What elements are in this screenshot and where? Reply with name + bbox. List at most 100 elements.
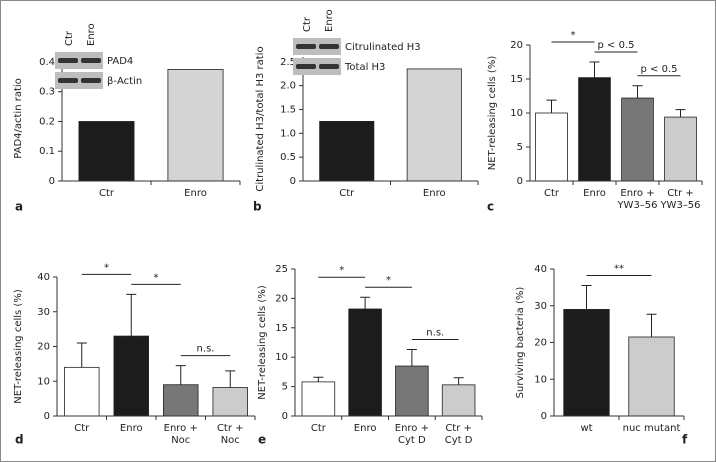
y-axis-label: NET-releasing cells (%) — [487, 56, 498, 171]
x-tick-label-line: Ctr + — [445, 423, 472, 434]
error-bar — [589, 61, 600, 78]
bar — [628, 336, 675, 417]
x-tick-label-line: Enro — [184, 188, 207, 199]
x-tick-label-line: wt — [580, 423, 592, 434]
panel-letter: a — [15, 200, 23, 214]
y-tick-label: 10 — [37, 376, 50, 387]
x-tick-label-line: YW3–56 — [659, 200, 700, 211]
significance-label: p < 0.5 — [598, 40, 635, 51]
bar — [167, 68, 224, 182]
x-tick-label-line: Enro — [423, 188, 446, 199]
x-tick-label-line: Cyt D — [445, 435, 473, 446]
error-bar — [675, 109, 686, 118]
y-tick-label: 5 — [282, 382, 288, 393]
significance-label: * — [386, 275, 391, 286]
error-bar — [360, 296, 371, 309]
x-tick-label: Enro + Noc — [164, 423, 198, 446]
x-tick-label-line: Enro — [120, 423, 143, 434]
bar — [563, 309, 610, 417]
error-bar — [225, 370, 236, 388]
bar — [621, 97, 654, 182]
blot-band-label: β-Actin — [107, 76, 142, 87]
error-bar — [453, 377, 464, 385]
x-tick-label-line: Ctr — [99, 188, 115, 199]
x-tick-label-line: Noc — [171, 435, 190, 446]
x-tick-label: Enro — [354, 423, 377, 434]
bar — [113, 335, 149, 417]
y-tick-label: 25 — [275, 264, 288, 275]
y-tick-label: 0 — [44, 411, 50, 422]
y-tick-label: 15 — [510, 74, 523, 85]
x-tick-label-line: Enro — [583, 188, 606, 199]
blot-strip — [293, 58, 341, 75]
y-tick-label: 0.4 — [39, 57, 55, 68]
blot-lane-label: Ctr — [64, 30, 75, 46]
y-tick-label: 0 — [290, 176, 296, 187]
x-tick-label-line: nuc mutant — [623, 423, 681, 434]
y-tick-label: 40 — [534, 264, 547, 275]
bar — [348, 308, 382, 417]
x-tick-label-line: Ctr — [74, 423, 90, 434]
y-tick-label: 20 — [510, 40, 523, 51]
significance-label: n.s. — [197, 344, 215, 355]
blot-band — [296, 44, 316, 49]
y-tick-label: 5 — [517, 142, 523, 153]
y-axis-label: NET-releasing cells (%) — [13, 289, 24, 404]
x-tick-label: nuc mutant — [623, 423, 681, 434]
x-tick-label-line: Ctr + — [217, 423, 244, 434]
y-axis-label: Surviving bacteria (%) — [515, 287, 526, 399]
y-tick-label: 10 — [275, 352, 288, 363]
bar — [395, 365, 429, 417]
blot-band — [319, 44, 339, 49]
panel-letter: f — [682, 433, 688, 447]
bar — [78, 121, 135, 182]
y-tick-label: 20 — [275, 293, 288, 304]
error-bar — [406, 349, 417, 367]
y-tick-label: 1.5 — [280, 104, 296, 115]
x-tick-label-line: Enro — [354, 423, 377, 434]
x-tick-label: Enro — [120, 423, 143, 434]
y-tick-label: 2.0 — [280, 81, 296, 92]
x-tick-label: wt — [580, 423, 592, 434]
x-tick-label: Ctr — [74, 423, 90, 434]
x-tick-label: Enro — [583, 188, 606, 199]
error-bar — [581, 285, 592, 310]
x-tick-label-line: YW3–56 — [616, 200, 657, 211]
y-tick-label: 20 — [37, 342, 50, 353]
blot-band-label: Citrulinated H3 — [345, 42, 421, 53]
y-tick-label: 10 — [510, 108, 523, 119]
panel-letter: d — [15, 433, 24, 447]
y-tick-label: 40 — [37, 272, 50, 283]
significance-label: * — [339, 265, 344, 276]
y-tick-label: 30 — [534, 301, 547, 312]
y-axis-label: PAD4/actin ratio — [13, 78, 24, 159]
bar — [319, 120, 375, 182]
bar — [301, 381, 336, 417]
y-tick-label: 0 — [282, 411, 288, 422]
significance-label: * — [154, 272, 159, 283]
bar — [406, 68, 462, 182]
x-tick-label-line: Enro + — [395, 423, 429, 434]
y-axis-label: Citrulinated H3/total H3 ratio — [255, 46, 266, 191]
blot-strip — [55, 52, 103, 69]
significance-label: n.s. — [426, 328, 444, 339]
bar — [64, 366, 100, 417]
panel-letter: e — [258, 433, 266, 447]
blot-band-label: PAD4 — [107, 56, 133, 67]
bar — [664, 116, 697, 182]
bar — [441, 384, 476, 417]
y-tick-label: 0.5 — [280, 152, 296, 163]
error-bar — [126, 293, 137, 337]
blot-band — [58, 58, 78, 63]
y-tick-label: 0 — [541, 411, 547, 422]
blot-band — [319, 64, 339, 69]
x-tick-label: Ctr + YW3–56 — [659, 188, 700, 211]
error-bar — [175, 365, 186, 385]
error-bar — [646, 313, 657, 337]
bar — [578, 77, 611, 182]
panel-letter: b — [253, 200, 262, 214]
significance-label: ** — [614, 264, 624, 275]
y-tick-label: 0.2 — [39, 116, 55, 127]
y-tick-label: 0 — [49, 176, 55, 187]
